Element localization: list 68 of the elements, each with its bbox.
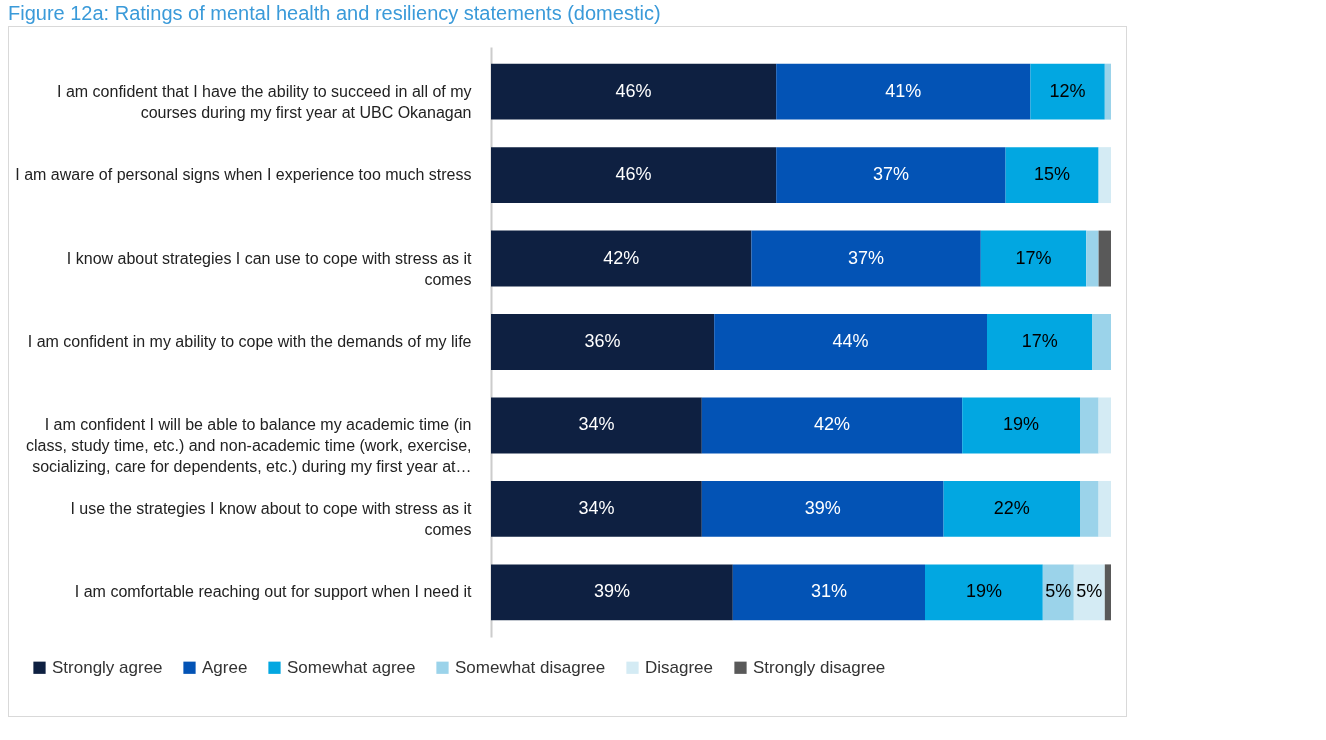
bar	[491, 63, 777, 120]
bar	[776, 147, 1006, 204]
bar	[751, 230, 981, 287]
y-tick-label: I am confident that I have the ability to succeed in all of my courses during my first year at UBC Okanagan	[57, 82, 472, 121]
bar	[943, 480, 1080, 537]
bar	[491, 147, 777, 204]
data-label: 19%	[1003, 414, 1040, 435]
legend-label: Agree	[202, 657, 248, 677]
y-tick-label: I am confident I will be able to balance my academic time (in class, study time, etc.) and non-academic time (work, exercise, socializing, care for dependents, etc.) during my first year at…	[26, 416, 472, 476]
bar	[714, 314, 987, 370]
bar	[491, 314, 715, 370]
legend-label: Strongly agree	[52, 657, 163, 677]
legend-label: Somewhat agree	[287, 657, 416, 677]
data-label: 22%	[993, 497, 1030, 518]
y-tick-label: I know about strategies I can use to cope with stress as it comes	[66, 249, 473, 288]
bar	[1104, 564, 1111, 621]
chart-title: Figure 12a: Ratings of mental health and resiliency statements (domestic)	[7, 1, 662, 26]
data-label: 37%	[872, 164, 909, 185]
data-label: 46%	[615, 80, 652, 101]
y-tick-label: I am aware of personal signs when I experience too much stress	[15, 166, 472, 184]
bar	[1005, 147, 1099, 204]
y-tick-label: I am confident in my ability to cope with the demands of my life	[27, 333, 472, 350]
bar	[1080, 397, 1099, 454]
bar	[491, 564, 733, 621]
bar	[987, 314, 1093, 370]
data-label: 41%	[885, 80, 922, 101]
bar	[1098, 147, 1111, 204]
bar	[1098, 397, 1111, 454]
data-label: 17%	[1015, 247, 1052, 268]
bar	[701, 397, 963, 454]
data-label: 36%	[584, 331, 621, 351]
data-label: 34%	[578, 414, 615, 435]
data-label: 17%	[1021, 331, 1058, 351]
data-label: 39%	[804, 497, 841, 518]
data-label: 19%	[965, 581, 1002, 602]
data-label: 5%	[1076, 581, 1103, 602]
bar	[701, 480, 944, 537]
data-label: 5%	[1045, 581, 1072, 602]
bar	[1080, 480, 1099, 537]
legend-label: Disagree	[645, 657, 714, 677]
bar	[925, 564, 1043, 621]
bar	[491, 230, 752, 287]
y-tick-label: I use the strategies I know about to cope with stress as it comes	[70, 499, 473, 538]
data-label: 37%	[848, 247, 885, 268]
data-label: 15%	[1034, 164, 1071, 185]
bar	[491, 480, 702, 537]
bar	[776, 63, 1031, 120]
data-label: 44%	[832, 331, 869, 351]
data-label: 39%	[593, 581, 630, 602]
legend-label: Strongly disagree	[753, 657, 886, 677]
y-tick-label: I am comfortable reaching out for support when I need it	[74, 583, 473, 601]
bar	[1086, 230, 1099, 287]
bar	[491, 397, 702, 454]
data-label: 46%	[615, 164, 652, 185]
bar	[1098, 480, 1111, 537]
bar	[1092, 314, 1111, 370]
bar	[1098, 230, 1111, 287]
data-label: 42%	[813, 414, 851, 435]
bar	[980, 230, 1087, 287]
bar	[732, 564, 925, 621]
data-label: 12%	[1049, 80, 1086, 101]
bar	[962, 397, 1080, 454]
legend-label: Somewhat disagree	[455, 657, 606, 677]
bar	[1030, 63, 1105, 120]
data-label: 34%	[578, 497, 615, 518]
data-label: 31%	[810, 581, 847, 602]
bar	[1104, 63, 1111, 120]
data-label: 42%	[603, 247, 640, 268]
